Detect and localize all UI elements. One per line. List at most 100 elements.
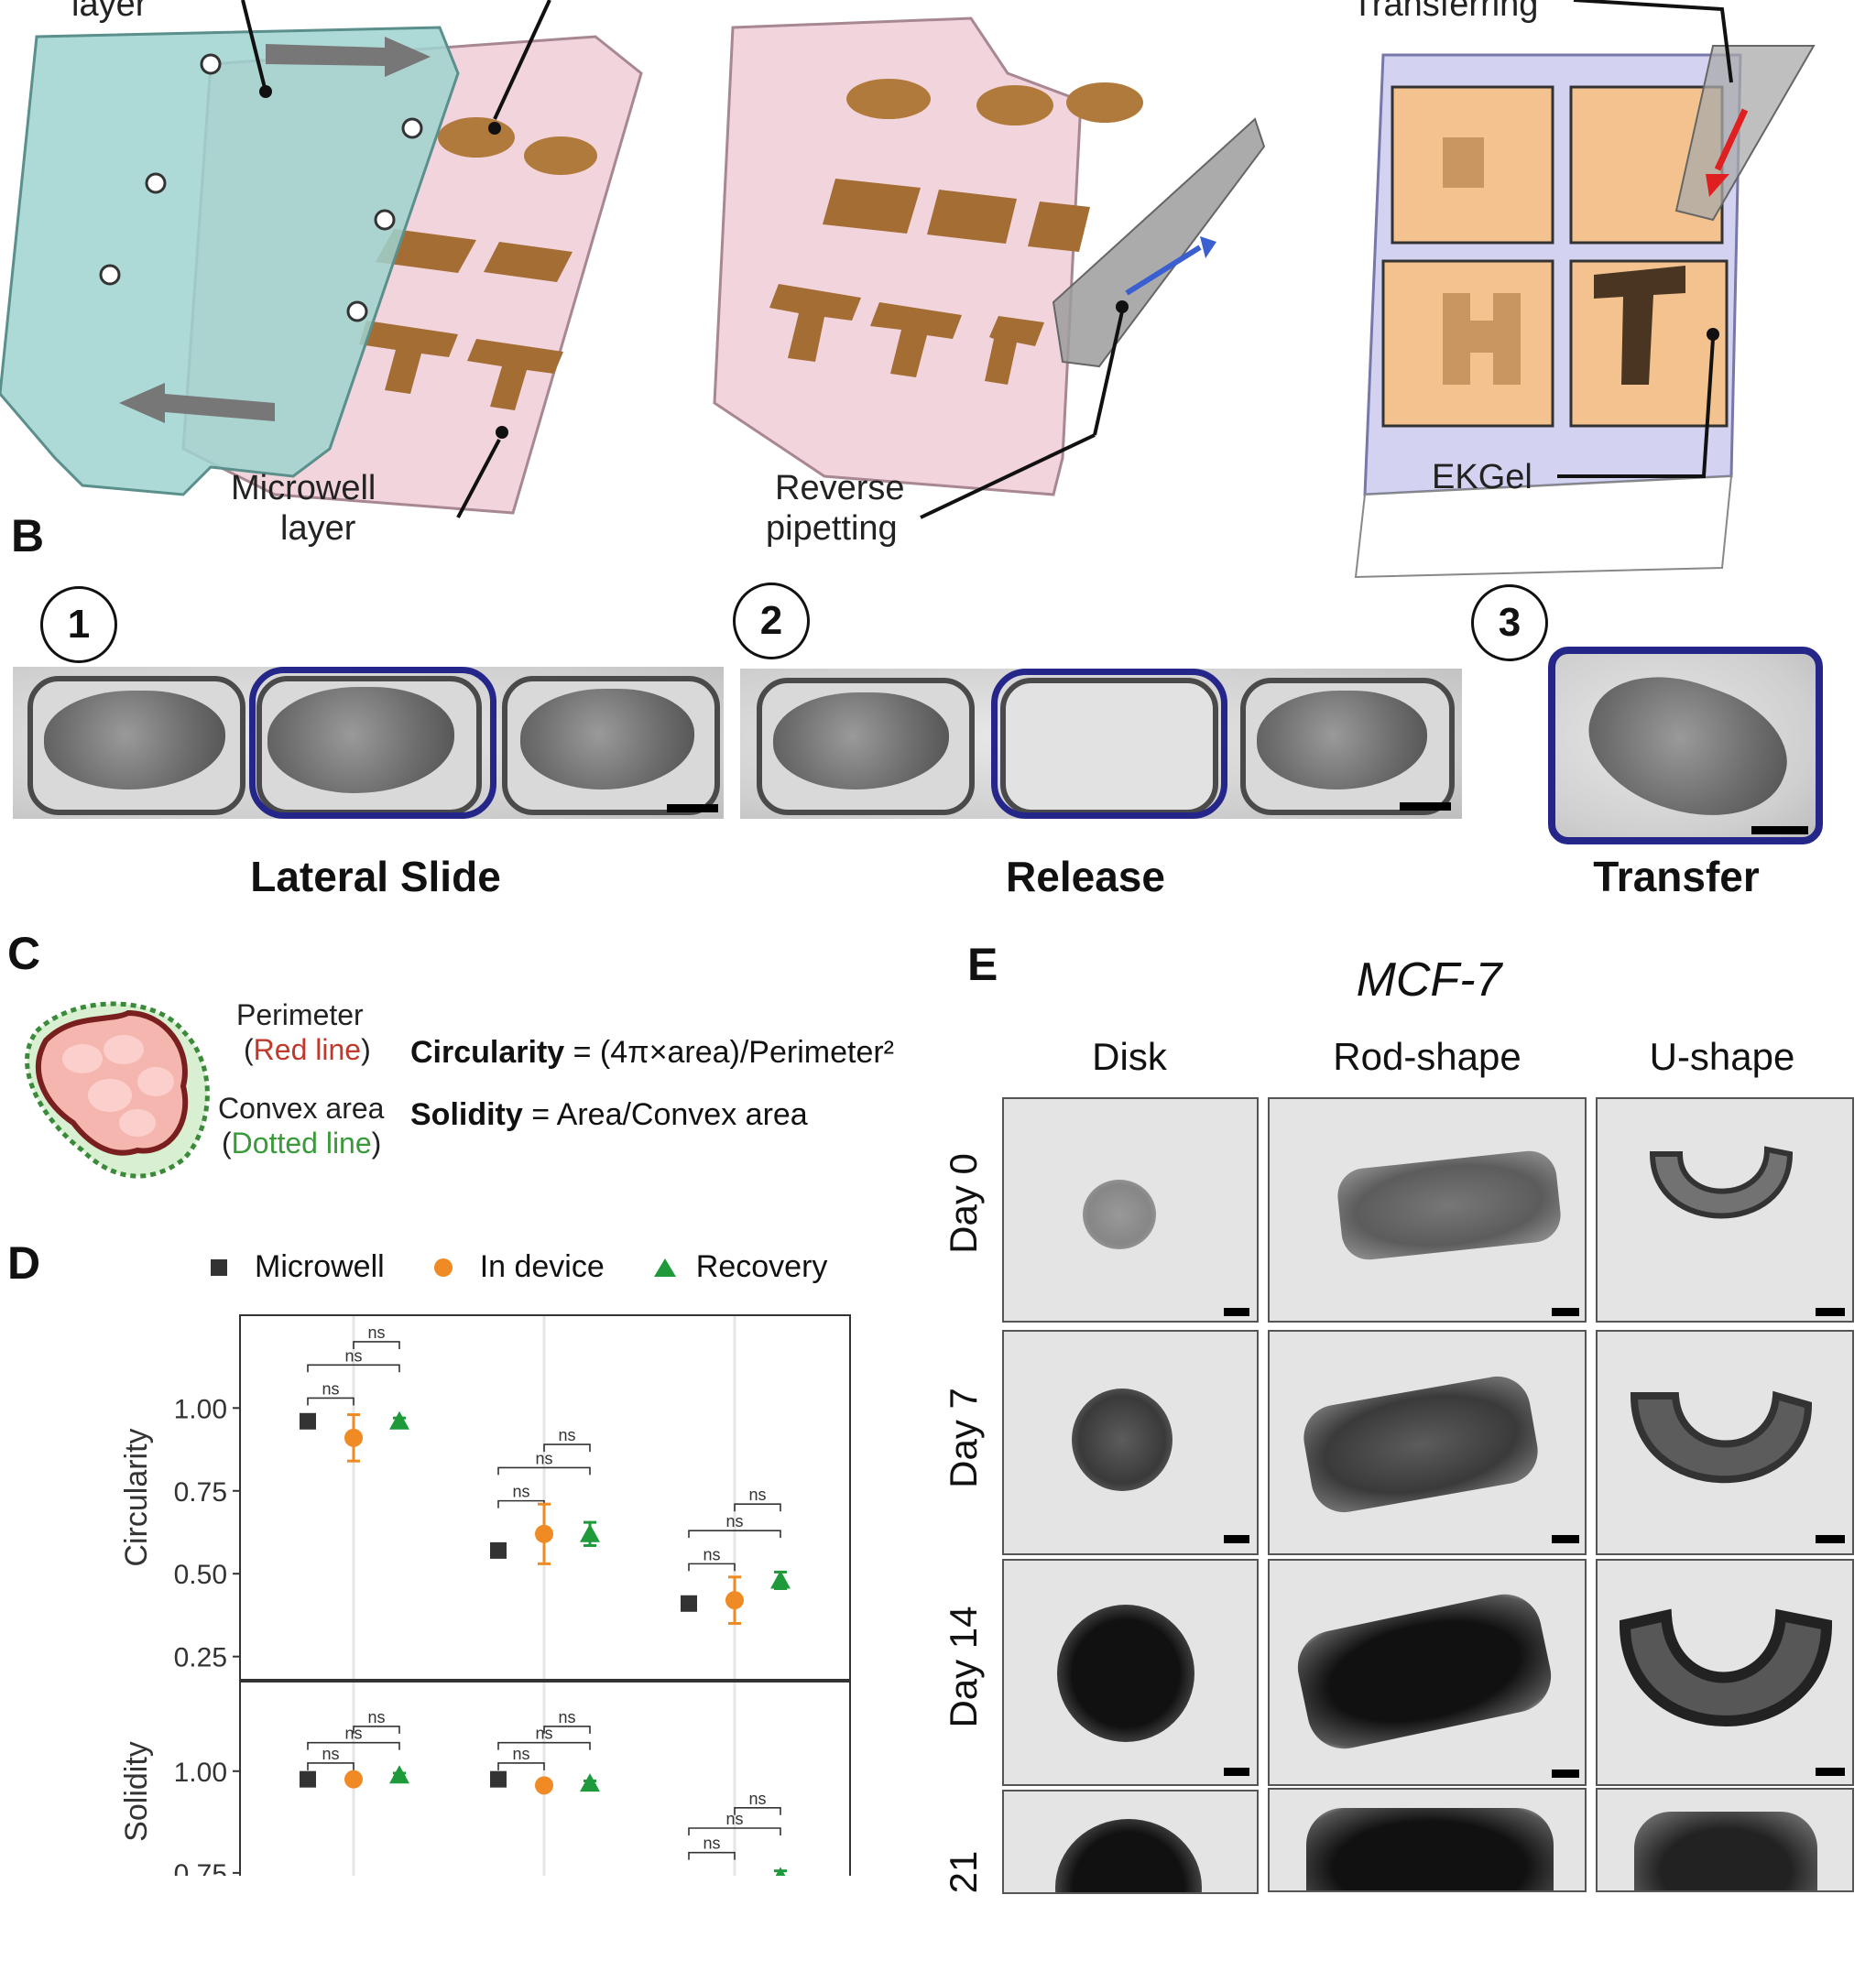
microwell-rod	[823, 179, 921, 234]
organoid	[773, 692, 949, 790]
dot-plot-chart: 0.250.500.751.00Circularitynsnsnsnsnsnsn…	[119, 1314, 851, 1876]
plot-frame	[239, 1681, 851, 1876]
micrograph-disk-day-14	[1002, 1559, 1259, 1786]
scale-bar	[1751, 826, 1808, 834]
top-layer-slab	[0, 26, 460, 496]
scale-bar	[1816, 1308, 1845, 1316]
significance-label: ns	[512, 1745, 529, 1763]
scale-bar	[1816, 1535, 1845, 1543]
scale-bar	[1552, 1308, 1579, 1316]
micrograph-lateral-slide	[13, 667, 724, 819]
organoid-shape-diagram	[25, 1001, 210, 1179]
significance-bracket	[307, 1397, 354, 1406]
panel-d-letter: D	[7, 1237, 41, 1289]
data-point-in-device	[344, 1770, 363, 1789]
legend-item-microwell: Microwell	[211, 1249, 385, 1285]
micrograph-u-day-0	[1596, 1097, 1854, 1323]
micrograph-rod-day-21	[1268, 1788, 1587, 1892]
microwell-t-shape	[467, 339, 563, 410]
organoid	[1083, 1180, 1156, 1249]
y-axis-label: Circularity	[119, 1428, 154, 1566]
scale-bar	[1552, 1535, 1579, 1543]
significance-bracket	[688, 1530, 781, 1539]
significance-label: ns	[322, 1745, 339, 1763]
data-point-microwell	[300, 1412, 316, 1430]
scale-bar	[1224, 1768, 1249, 1776]
significance-bracket	[307, 1741, 400, 1750]
significance-label: ns	[367, 1323, 385, 1342]
micrograph-disk-day-21	[1002, 1790, 1259, 1894]
organoid	[1257, 691, 1427, 790]
data-point-in-device	[535, 1776, 553, 1795]
chart-legend: Microwell In device Recovery	[211, 1249, 827, 1285]
ekgel-t-organoid	[1594, 266, 1685, 385]
organoid	[1335, 1148, 1564, 1263]
y-tick-label: 0.25	[174, 1643, 227, 1673]
microwell-layer-label: Microwell	[231, 469, 376, 507]
circularity-formula: Circularity = (4π×area)/Perimeter²	[410, 1035, 894, 1070]
reverse-pipetting-label: Reverse	[775, 469, 905, 507]
y-tick-label: 1.00	[174, 1394, 227, 1424]
data-point-recovery	[580, 1773, 600, 1792]
port-hole	[99, 264, 121, 286]
data-point-recovery	[389, 1410, 409, 1430]
microwell-rod	[484, 242, 573, 282]
transferring-label: Transferring	[1352, 0, 1539, 24]
data-point-microwell	[490, 1541, 507, 1559]
legend-label: Recovery	[695, 1249, 828, 1284]
microwell-rod	[927, 190, 1017, 244]
scale-bar	[667, 804, 718, 812]
significance-bracket	[688, 1851, 736, 1860]
top-layer-label: layer	[71, 0, 147, 24]
organoid	[1057, 1605, 1194, 1742]
caption-release: Release	[1006, 853, 1165, 900]
significance-bracket	[497, 1499, 545, 1508]
row-header-day-7: Day 7	[942, 1388, 985, 1488]
organoid	[520, 689, 694, 790]
organoid	[1619, 1608, 1833, 1726]
scale-bar	[1552, 1770, 1579, 1778]
column-header-rod-shape: Rod-shape	[1333, 1035, 1522, 1078]
organoid	[267, 687, 454, 793]
micrograph-u-day-14	[1596, 1559, 1854, 1786]
organoid	[44, 691, 225, 790]
micrograph-disk-day-0	[1002, 1097, 1259, 1323]
caption-lateral-slide: Lateral Slide	[250, 853, 501, 900]
significance-label: ns	[367, 1708, 385, 1726]
data-point-recovery	[775, 1867, 786, 1876]
significance-bracket	[497, 1466, 591, 1476]
legend-square-marker	[211, 1258, 227, 1276]
micrograph-u-day-7	[1596, 1330, 1854, 1555]
organoid	[1630, 1390, 1813, 1484]
legend-label: In device	[479, 1249, 605, 1284]
significance-bracket	[688, 1563, 736, 1572]
organoid	[1072, 1388, 1172, 1491]
significance-bracket	[543, 1726, 591, 1734]
port-hole	[200, 53, 222, 75]
ekgel-rod-organoid	[1443, 137, 1484, 188]
microwell-disk	[846, 79, 931, 119]
step-2-badge: 2	[733, 583, 810, 659]
reverse-pipetting-label-line2: pipetting	[766, 509, 898, 548]
organoid	[1306, 1808, 1554, 1890]
significance-label: ns	[558, 1426, 575, 1444]
solidity-formula: Solidity = Area/Convex area	[410, 1097, 808, 1132]
organoid	[1570, 654, 1805, 837]
micrograph-rod-day-7	[1268, 1330, 1587, 1555]
row-header-day-0: Day 0	[942, 1153, 985, 1254]
significance-bracket	[543, 1443, 591, 1453]
slide-arrow	[119, 383, 275, 423]
step-3-badge: 3	[1471, 584, 1548, 661]
data-point-microwell	[300, 1770, 316, 1788]
micrograph-u-day-21	[1596, 1788, 1854, 1892]
significance-label: ns	[322, 1379, 339, 1398]
port-hole	[401, 117, 423, 139]
perimeter-note: (Red line)	[244, 1033, 371, 1066]
microwell-layer-label-line2: layer	[280, 509, 356, 548]
micrograph-rod-day-14	[1268, 1559, 1587, 1786]
micrograph-rod-day-0	[1268, 1097, 1587, 1323]
microwell-t-shape	[359, 321, 458, 394]
row-header-day-14: Day 14	[942, 1606, 985, 1728]
y-axis-label: Solidity	[119, 1741, 154, 1842]
slide-arrow	[266, 37, 431, 77]
